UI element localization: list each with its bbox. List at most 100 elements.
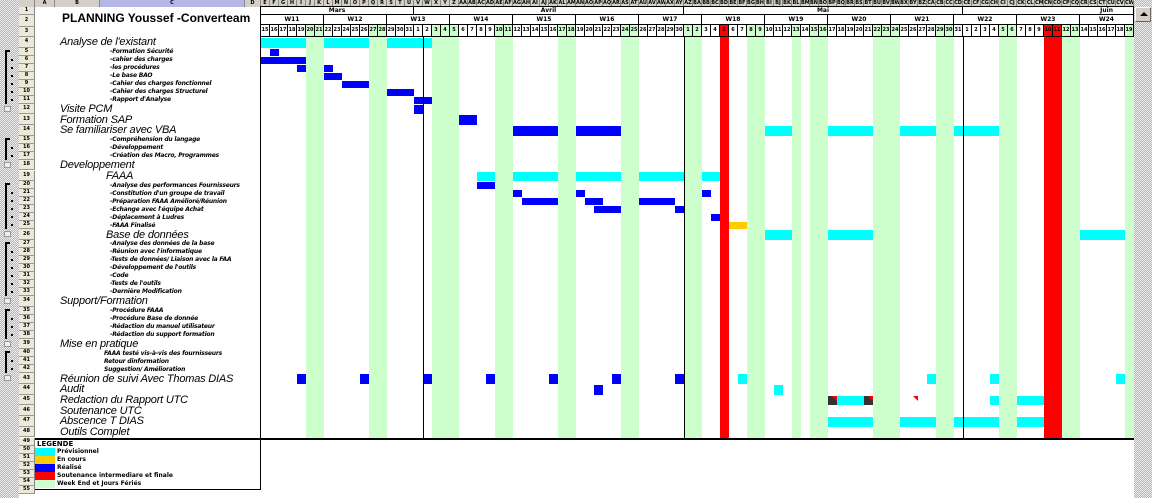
gantt-bar-planned[interactable]	[702, 171, 711, 182]
gantt-bar-planned[interactable]	[1116, 230, 1125, 240]
gantt-bar-planned[interactable]	[1035, 395, 1044, 406]
gantt-bar-planned[interactable]	[972, 417, 981, 427]
gantt-bar-done[interactable]	[711, 214, 720, 222]
column-header-BZ[interactable]: BZ	[918, 0, 927, 7]
gantt-bar-done[interactable]	[639, 198, 648, 206]
row-header-36[interactable]: 36	[19, 314, 35, 323]
column-header-U[interactable]: U	[405, 0, 414, 7]
column-header-B[interactable]: B	[55, 0, 100, 7]
gantt-bar-planned[interactable]	[864, 417, 873, 427]
gantt-bar-planned[interactable]	[639, 171, 648, 182]
column-header-BJ[interactable]: BJ	[774, 0, 783, 7]
column-header-CW[interactable]: CW	[1125, 0, 1134, 7]
gantt-bar-planned[interactable]	[837, 395, 846, 406]
row-header-4[interactable]: 4	[19, 37, 35, 48]
gantt-bar-planned[interactable]	[414, 38, 423, 48]
gantt-bar-planned[interactable]	[396, 38, 405, 48]
gantt-bar-done[interactable]	[540, 198, 549, 206]
column-header-AN[interactable]: AN	[576, 0, 585, 7]
gantt-bar-planned[interactable]	[846, 417, 855, 427]
row-header-11[interactable]: 11	[19, 95, 35, 104]
select-all-corner[interactable]	[19, 0, 35, 7]
row-header-38[interactable]: 38	[19, 330, 35, 339]
row-header-9[interactable]: 9	[19, 79, 35, 88]
gantt-bar-planned[interactable]	[909, 126, 918, 136]
gantt-bar-done[interactable]	[648, 198, 657, 206]
column-header-BC[interactable]: BC	[711, 0, 720, 7]
gantt-bar-done[interactable]	[324, 72, 333, 80]
column-header-AW[interactable]: AW	[657, 0, 666, 7]
vertical-scrollbar[interactable]	[1134, 0, 1152, 498]
gantt-bar-planned[interactable]	[1080, 230, 1089, 240]
column-header-M[interactable]: M	[333, 0, 342, 7]
column-header-CA[interactable]: CA	[927, 0, 936, 7]
column-header-BR[interactable]: BR	[846, 0, 855, 7]
gantt-bar-done[interactable]	[666, 198, 675, 206]
column-header-K[interactable]: K	[315, 0, 324, 7]
gantt-bar-planned[interactable]	[918, 417, 927, 427]
gantt-bar-planned[interactable]	[864, 126, 873, 136]
column-header-BL[interactable]: BL	[792, 0, 801, 7]
gantt-bar-planned[interactable]	[279, 38, 288, 48]
gantt-bar-done[interactable]	[612, 374, 621, 384]
row-header-12[interactable]: 12	[19, 103, 35, 115]
column-header-CJ[interactable]: CJ	[1008, 0, 1017, 7]
row-header-51[interactable]: 51	[19, 453, 35, 462]
gantt-bar-done[interactable]	[612, 206, 621, 214]
gantt-bar-done[interactable]	[486, 374, 495, 384]
gantt-bar-planned[interactable]	[612, 171, 621, 182]
collapse-group-button[interactable]	[4, 161, 11, 168]
gantt-bar-done[interactable]	[360, 80, 369, 88]
column-header-CC[interactable]: CC	[945, 0, 954, 7]
gantt-bar-planned[interactable]	[981, 126, 990, 136]
gantt-bar-done[interactable]	[360, 374, 369, 384]
gantt-bar-done[interactable]	[540, 126, 549, 136]
column-header-BB[interactable]: BB	[702, 0, 711, 7]
gantt-bar-planned[interactable]	[1089, 230, 1098, 240]
gantt-bar-planned[interactable]	[711, 171, 720, 182]
gantt-bar-done[interactable]	[531, 126, 540, 136]
column-header-H[interactable]: H	[288, 0, 297, 7]
gantt-bar-planned[interactable]	[783, 126, 792, 136]
gantt-bar-planned[interactable]	[1098, 230, 1107, 240]
column-header-BH[interactable]: BH	[756, 0, 765, 7]
gantt-bar-in_progress[interactable]	[729, 222, 738, 230]
column-header-AO[interactable]: AO	[585, 0, 594, 7]
row-header-27[interactable]: 27	[19, 239, 35, 248]
gantt-bar-done[interactable]	[423, 96, 432, 104]
gantt-bar-planned[interactable]	[477, 171, 486, 182]
row-header-2[interactable]: 2	[19, 15, 35, 27]
gantt-bar-done[interactable]	[288, 56, 297, 64]
gantt-bar-done[interactable]	[387, 88, 396, 96]
column-header-I[interactable]: I	[297, 0, 306, 7]
gantt-bar-planned[interactable]	[981, 417, 990, 427]
gantt-bar-planned[interactable]	[765, 126, 774, 136]
column-header-BQ[interactable]: BQ	[837, 0, 846, 7]
gantt-bar-planned[interactable]	[423, 38, 432, 48]
column-header-AJ[interactable]: AJ	[540, 0, 549, 7]
column-header-BX[interactable]: BX	[900, 0, 909, 7]
column-header-O[interactable]: O	[351, 0, 360, 7]
gantt-bar-done[interactable]	[576, 126, 585, 136]
gantt-bar-planned[interactable]	[738, 374, 747, 384]
row-header-28[interactable]: 28	[19, 247, 35, 256]
gantt-bar-planned[interactable]	[1026, 395, 1035, 406]
gantt-bar-planned[interactable]	[576, 171, 585, 182]
column-header-AB[interactable]: AB	[468, 0, 477, 7]
gantt-bar-planned[interactable]	[360, 38, 369, 48]
column-header-W[interactable]: W	[423, 0, 432, 7]
gantt-bar-done[interactable]	[702, 190, 711, 198]
gantt-bar-done[interactable]	[486, 182, 495, 190]
gantt-bar-planned[interactable]	[1017, 417, 1026, 427]
row-header-45[interactable]: 45	[19, 394, 35, 406]
gantt-bar-done[interactable]	[414, 96, 423, 104]
column-header-AH[interactable]: AH	[522, 0, 531, 7]
comment-indicator-icon[interactable]	[832, 395, 837, 401]
gantt-bar-done[interactable]	[396, 88, 405, 96]
row-header-33[interactable]: 33	[19, 287, 35, 296]
column-header-CF[interactable]: CF	[972, 0, 981, 7]
row-header-29[interactable]: 29	[19, 255, 35, 264]
gantt-bar-done[interactable]	[513, 190, 522, 198]
column-header-L[interactable]: L	[324, 0, 333, 7]
gantt-bar-planned[interactable]	[837, 230, 846, 240]
